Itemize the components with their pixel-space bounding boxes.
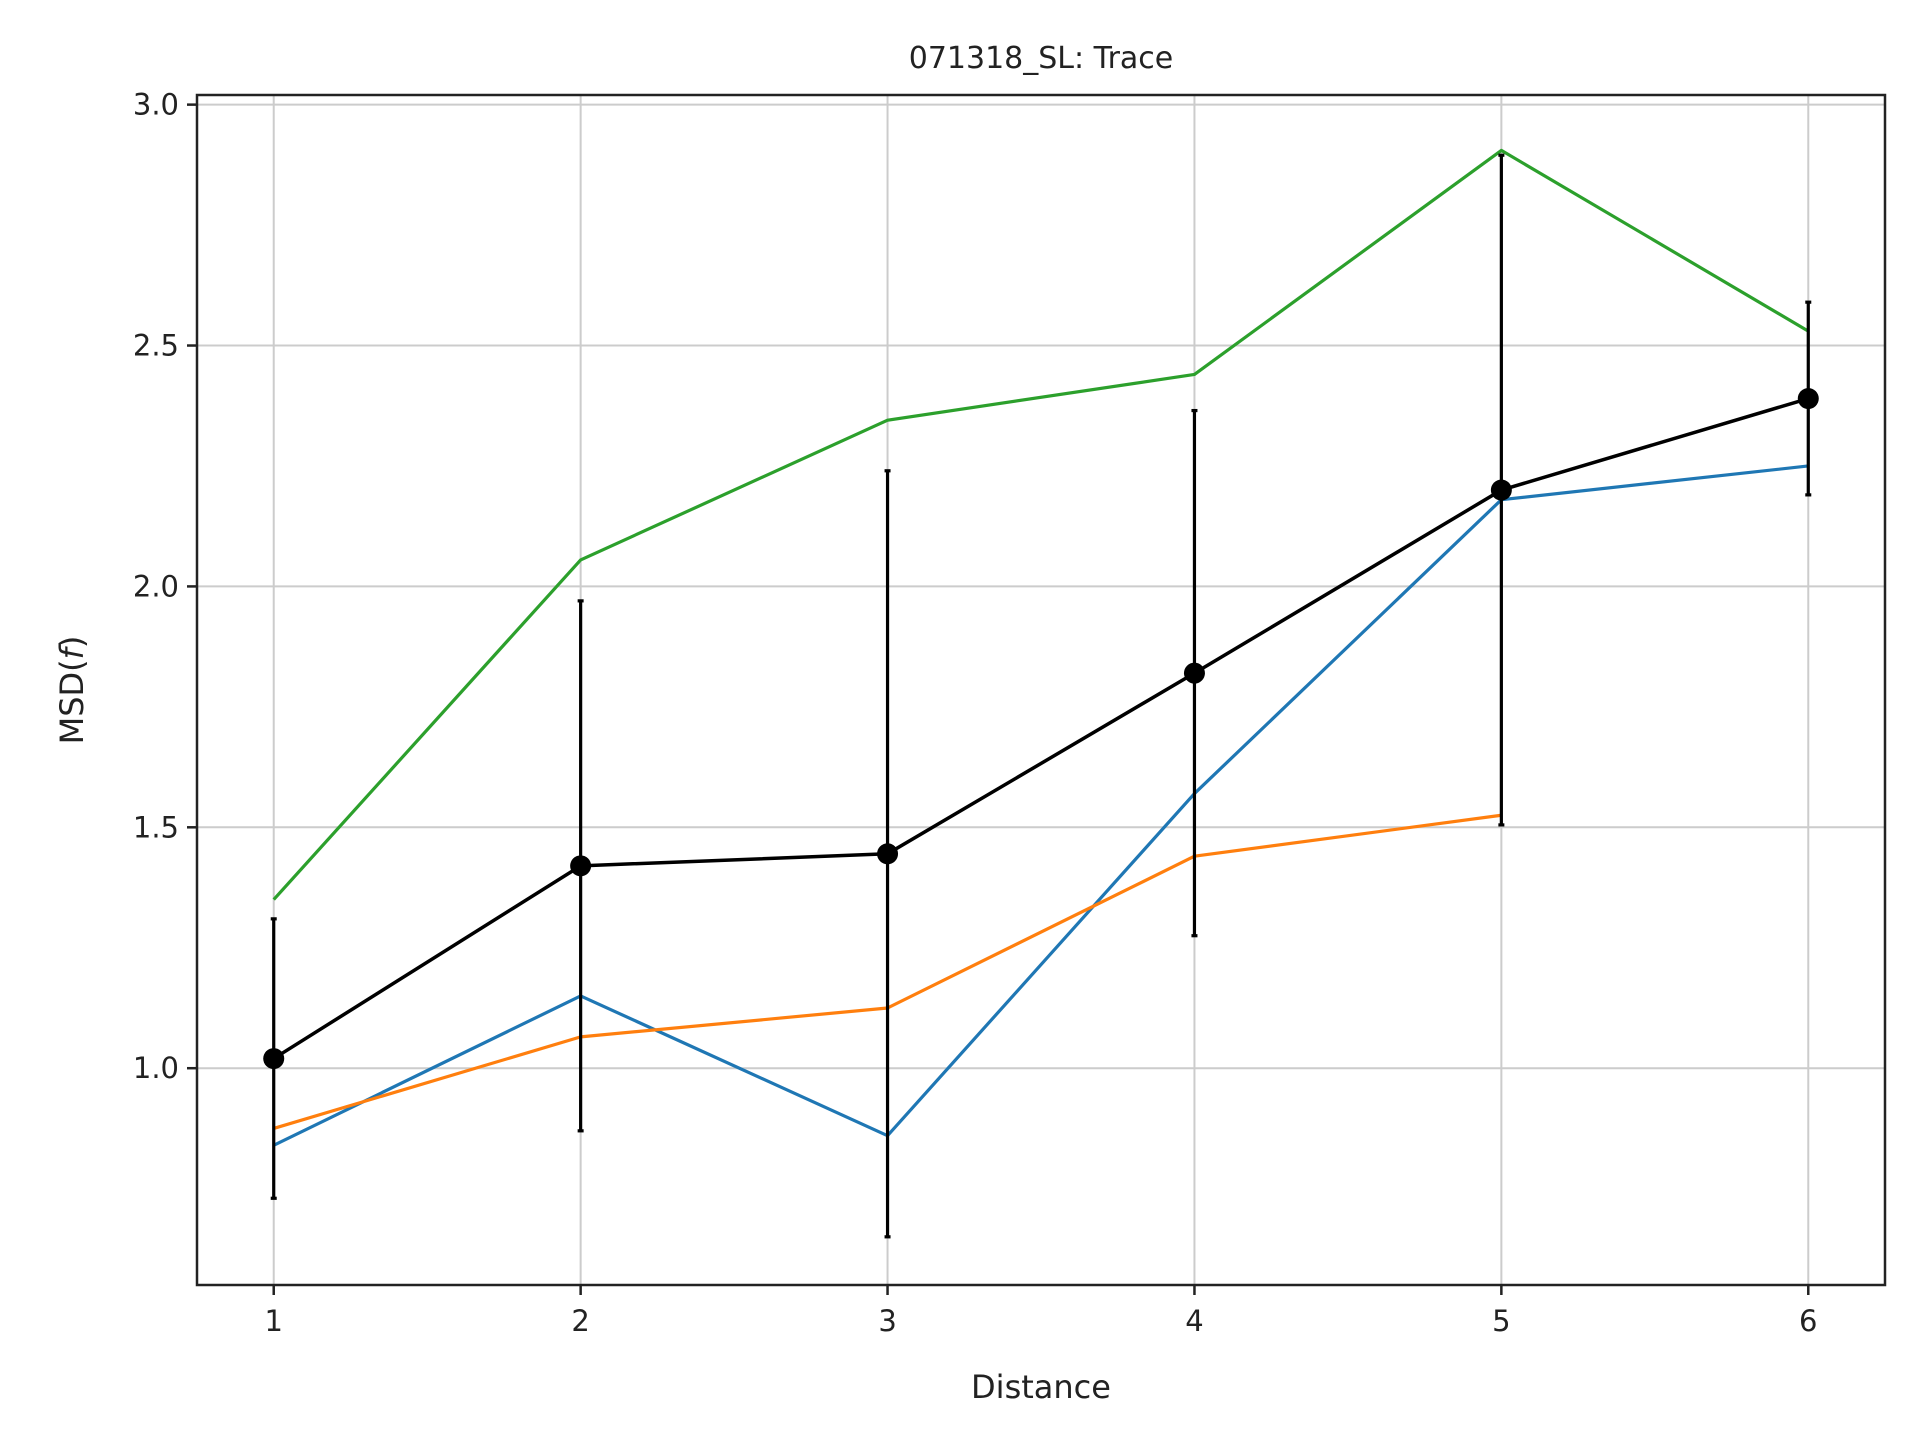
series-line-1 bbox=[273, 464, 1809, 1147]
mean-point bbox=[877, 843, 899, 865]
y-tick-label: 1.5 bbox=[133, 810, 179, 844]
x-tick-label: 3 bbox=[878, 1304, 896, 1338]
axis-ticks: 1 2 3 4 5 6 1.0 1.5 2.0 2.5 3.0 bbox=[133, 88, 1818, 1338]
y-tick-label: 2.0 bbox=[133, 569, 179, 603]
mean-point bbox=[1490, 479, 1512, 501]
x-tick-label: 4 bbox=[1185, 1304, 1203, 1338]
y-axis-label-close: ) bbox=[53, 636, 91, 648]
mean-series-line bbox=[272, 396, 1809, 1061]
mean-point bbox=[570, 855, 592, 877]
mean-point bbox=[1183, 662, 1205, 684]
y-tick-label: 2.5 bbox=[133, 329, 179, 363]
mean-point bbox=[263, 1048, 285, 1070]
x-tick-label: 5 bbox=[1492, 1304, 1510, 1338]
plot-frame bbox=[195, 93, 1887, 1287]
x-tick-label: 2 bbox=[571, 1304, 589, 1338]
series-line-3 bbox=[272, 148, 1810, 901]
x-tick-label: 1 bbox=[265, 1304, 283, 1338]
y-axis-label-main: MSD( bbox=[53, 659, 91, 744]
y-tick-label: 3.0 bbox=[133, 88, 179, 122]
y-axis-label: MSD(f) bbox=[53, 636, 91, 745]
mean-point bbox=[1797, 388, 1819, 410]
chart-title: 071318_SL: Trace bbox=[909, 41, 1174, 76]
y-tick-label: 1.0 bbox=[133, 1051, 179, 1085]
x-tick-label: 6 bbox=[1799, 1304, 1817, 1338]
x-axis-label: Distance bbox=[971, 1368, 1111, 1406]
mean-series-layer bbox=[263, 153, 1819, 1239]
